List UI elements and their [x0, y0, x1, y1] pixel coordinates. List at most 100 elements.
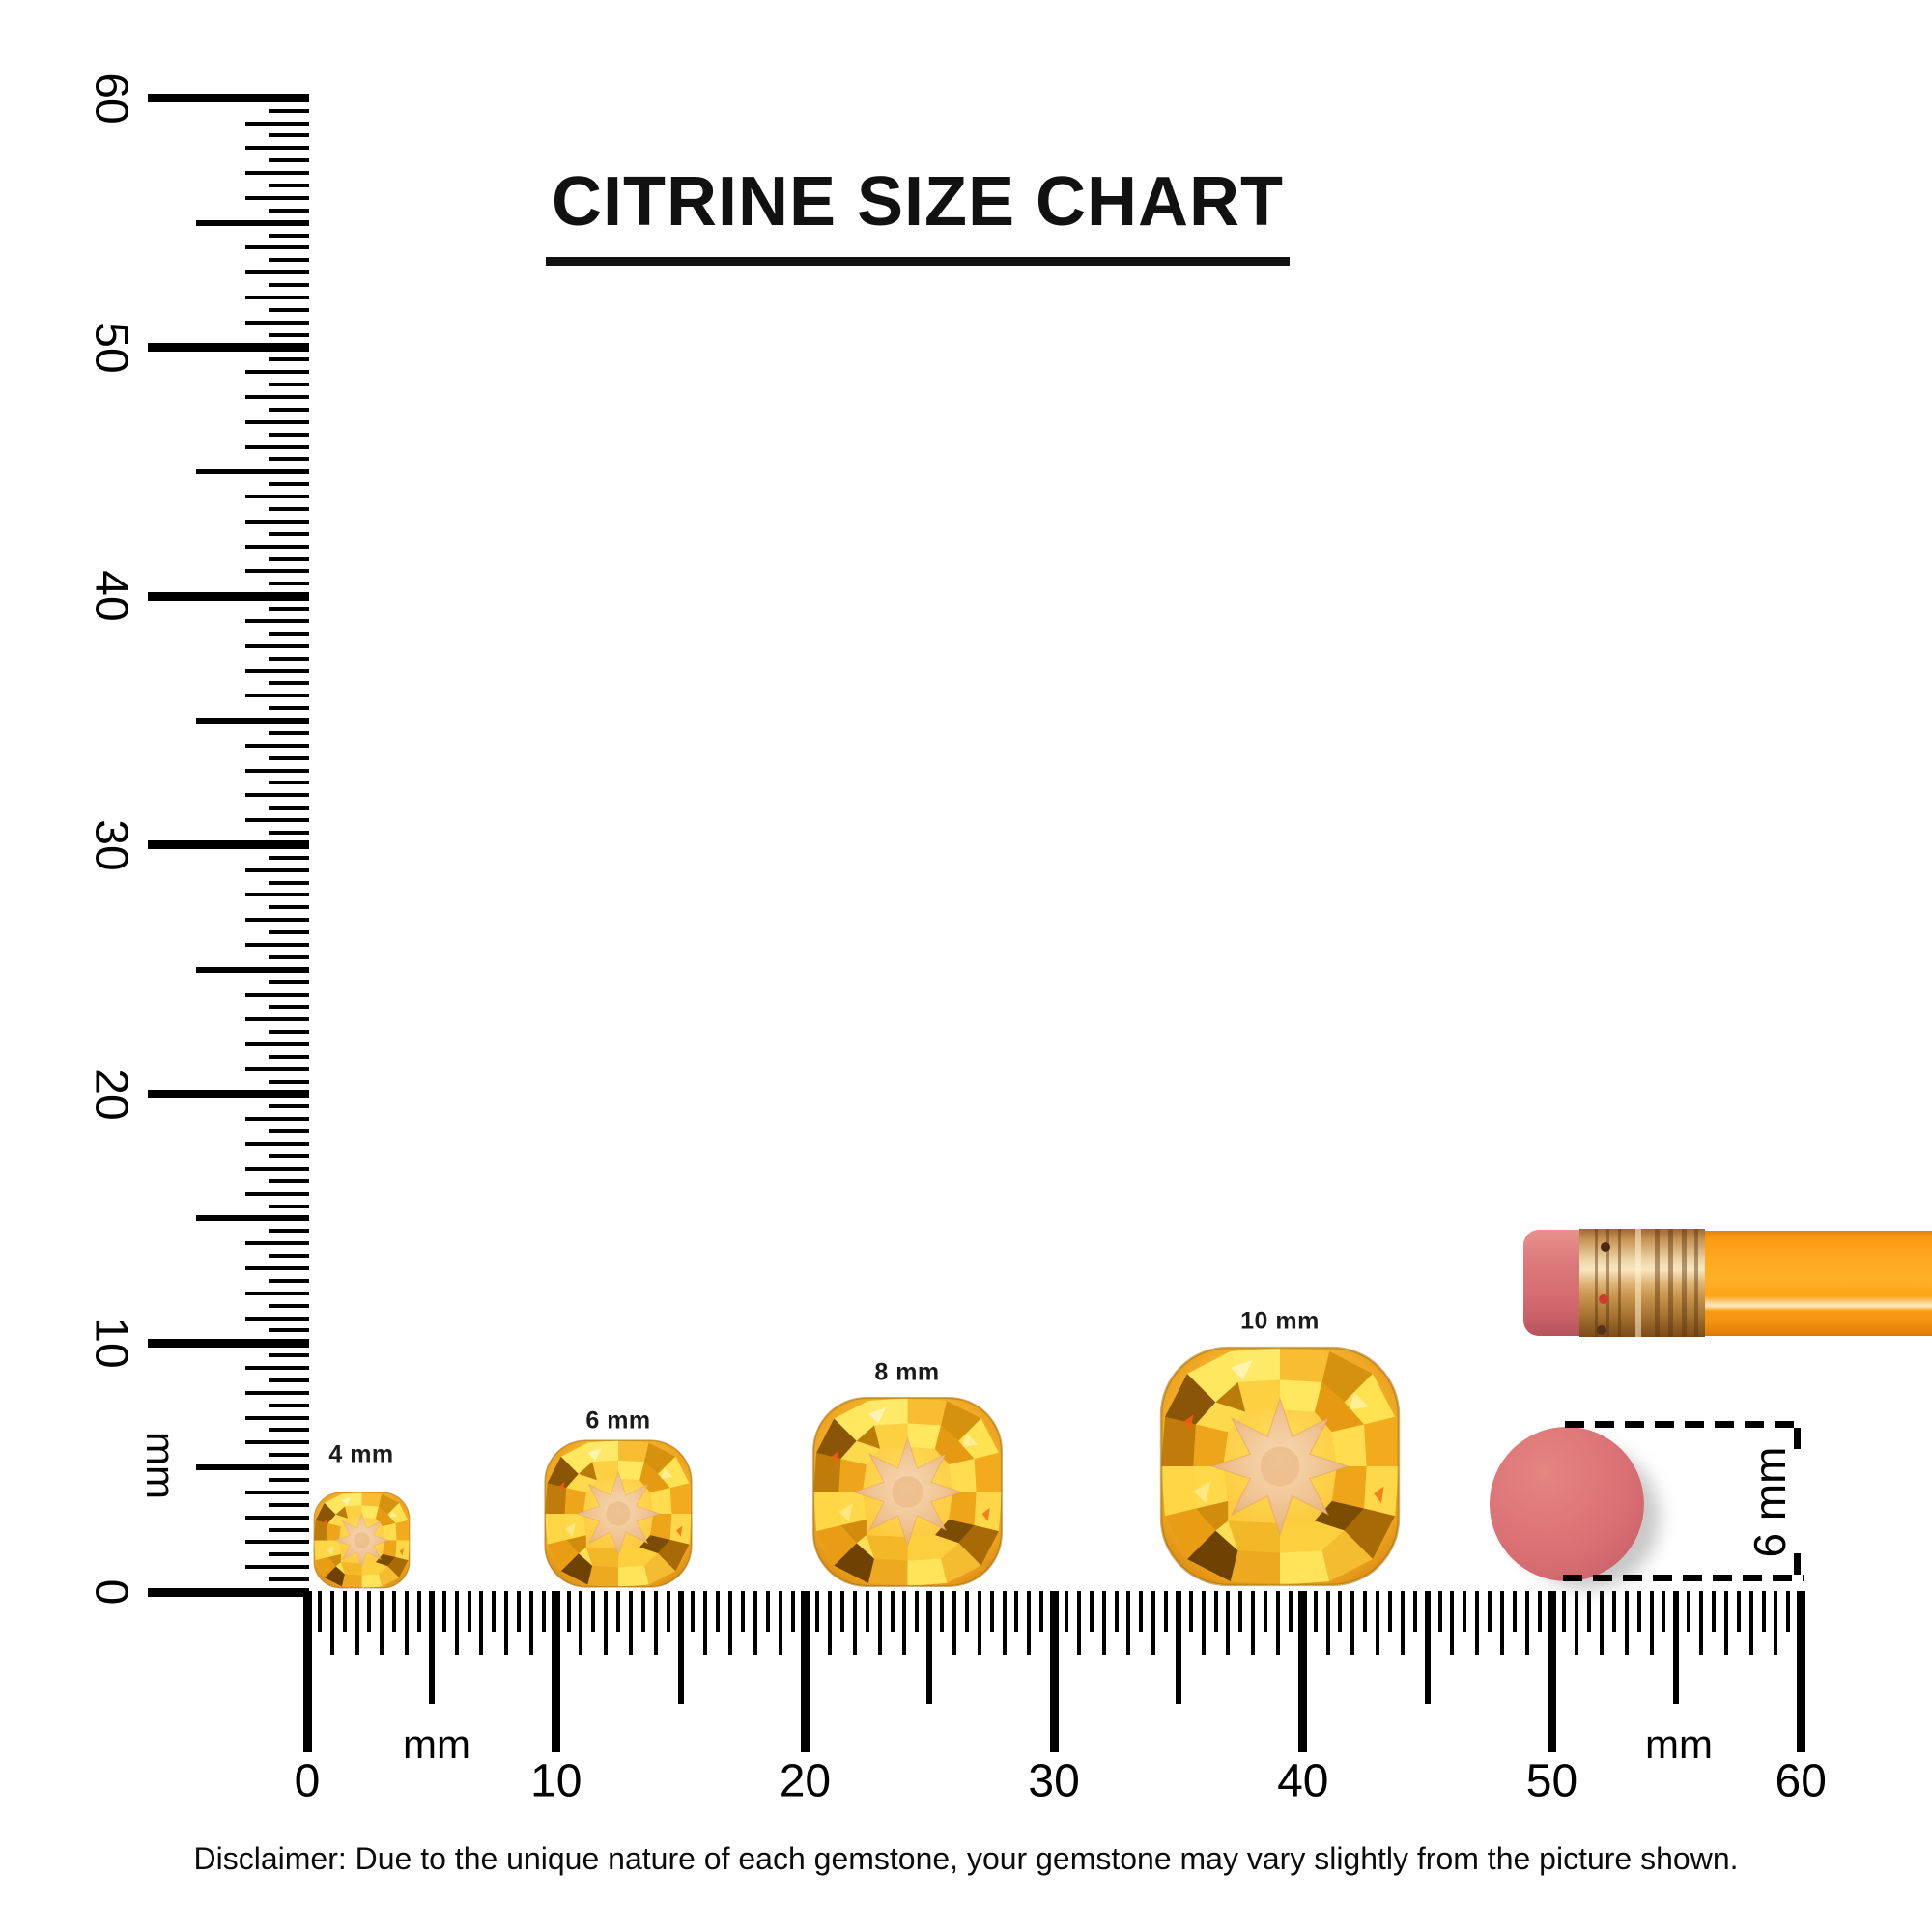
ferrule-groove — [1595, 1229, 1598, 1337]
horizontal-ruler-tick — [479, 1591, 484, 1655]
vertical-ruler-tick — [245, 146, 309, 151]
vertical-ruler-tick — [269, 954, 309, 959]
horizontal-ruler-tick — [790, 1591, 795, 1632]
vertical-ruler-tick — [269, 755, 309, 760]
horizontal-ruler-tick — [1611, 1591, 1616, 1632]
horizontal-ruler-tick — [541, 1591, 546, 1632]
horizontal-ruler-tick — [380, 1591, 384, 1655]
horizontal-ruler-tick — [579, 1591, 583, 1655]
horizontal-ruler-tick — [392, 1591, 397, 1632]
horizontal-ruler-tick — [1213, 1591, 1218, 1632]
vertical-ruler-tick — [269, 1378, 309, 1382]
horizontal-ruler-unit-label-right: mm — [1645, 1721, 1713, 1767]
vertical-ruler-tick — [269, 781, 309, 785]
horizontal-ruler-tick — [1376, 1591, 1380, 1655]
vertical-ruler-tick — [245, 1440, 309, 1445]
measure-dash-corner-top — [1794, 1428, 1801, 1449]
horizontal-ruler-tick — [604, 1591, 609, 1655]
horizontal-ruler-tick — [815, 1591, 820, 1632]
vertical-ruler-tick — [245, 1042, 309, 1047]
vertical-ruler-tick — [245, 1191, 309, 1196]
vertical-ruler-tick — [148, 343, 309, 352]
vertical-ruler-tick — [245, 295, 309, 299]
horizontal-ruler-tick — [1463, 1591, 1467, 1632]
horizontal-ruler-tick — [1537, 1591, 1542, 1632]
horizontal-ruler-tick — [716, 1591, 721, 1632]
horizontal-ruler-tick — [629, 1591, 633, 1655]
vertical-ruler-tick — [245, 618, 309, 623]
vertical-ruler-tick — [245, 519, 309, 524]
horizontal-ruler-number: 30 — [1028, 1755, 1080, 1807]
horizontal-ruler-tick — [1796, 1591, 1805, 1752]
horizontal-ruler-tick — [1687, 1591, 1691, 1632]
ferrule-crimp-dot — [1601, 1242, 1610, 1252]
horizontal-ruler-tick — [753, 1591, 757, 1655]
vertical-ruler-tick — [269, 208, 309, 213]
horizontal-ruler-tick — [441, 1591, 446, 1632]
citrine-gem-6mm — [544, 1439, 693, 1588]
vertical-ruler-tick — [245, 569, 309, 574]
vertical-ruler-tick — [148, 94, 309, 103]
horizontal-ruler-tick — [800, 1591, 810, 1752]
vertical-ruler-tick — [269, 1179, 309, 1183]
vertical-ruler-number: 60 — [85, 72, 137, 125]
vertical-ruler-number: 40 — [85, 570, 137, 622]
vertical-ruler-tick — [245, 1515, 309, 1520]
vertical-ruler-tick — [269, 457, 309, 462]
vertical-ruler-tick — [245, 171, 309, 176]
vertical-ruler-tick — [245, 918, 309, 923]
vertical-ruler-tick — [245, 743, 309, 748]
vertical-ruler-tick — [269, 1502, 309, 1507]
horizontal-ruler-tick — [416, 1591, 421, 1632]
vertical-ruler-tick — [269, 582, 309, 586]
horizontal-ruler-tick — [964, 1591, 969, 1632]
horizontal-ruler-tick — [940, 1591, 945, 1632]
vertical-ruler-tick — [245, 867, 309, 872]
vertical-ruler-tick — [269, 1353, 309, 1358]
vertical-ruler-tick — [245, 1166, 309, 1171]
vertical-ruler-tick — [269, 1428, 309, 1433]
horizontal-ruler-tick — [1524, 1591, 1529, 1655]
horizontal-ruler-tick — [890, 1591, 895, 1632]
horizontal-ruler-tick — [1673, 1591, 1680, 1704]
vertical-ruler-tick — [269, 681, 309, 686]
horizontal-ruler-tick — [852, 1591, 857, 1655]
vertical-ruler-tick — [148, 591, 309, 601]
vertical-ruler-tick — [245, 1415, 309, 1420]
vertical-ruler-tick — [269, 1478, 309, 1483]
vertical-ruler-tick — [269, 432, 309, 437]
horizontal-ruler-tick — [915, 1591, 920, 1632]
vertical-ruler-tick — [245, 1017, 309, 1022]
vertical-ruler-tick — [245, 668, 309, 673]
vertical-ruler-tick — [245, 1540, 309, 1545]
horizontal-ruler-number: 0 — [294, 1755, 321, 1807]
vertical-ruler-tick — [269, 607, 309, 611]
vertical-ruler-tick — [269, 482, 309, 487]
horizontal-ruler-tick — [1562, 1591, 1567, 1632]
horizontal-ruler-tick — [1712, 1591, 1716, 1632]
horizontal-ruler-tick — [1662, 1591, 1666, 1632]
horizontal-ruler-tick — [1723, 1591, 1728, 1655]
citrine-gem-10mm — [1159, 1346, 1401, 1587]
horizontal-ruler-tick — [1201, 1591, 1206, 1655]
ferrule-groove — [1655, 1229, 1660, 1337]
horizontal-ruler-tick — [517, 1591, 522, 1632]
vertical-ruler-tick — [269, 930, 309, 935]
horizontal-ruler-tick — [616, 1591, 621, 1632]
vertical-ruler-tick — [269, 1328, 309, 1333]
gem-size-label: 10 mm — [1240, 1307, 1320, 1335]
citrine-gem-8mm — [811, 1397, 1003, 1587]
horizontal-ruler-tick — [1298, 1591, 1308, 1752]
horizontal-ruler-tick — [677, 1591, 684, 1704]
vertical-ruler-number: 50 — [85, 321, 137, 374]
horizontal-ruler-tick — [454, 1591, 459, 1655]
horizontal-ruler-tick — [1587, 1591, 1592, 1632]
horizontal-ruler-tick — [1338, 1591, 1343, 1632]
vertical-ruler-tick — [269, 855, 309, 860]
measure-dash-corner-bottom — [1794, 1553, 1801, 1575]
pencil-ferrule — [1579, 1229, 1705, 1337]
vertical-ruler-tick — [269, 507, 309, 511]
vertical-ruler-tick — [269, 1403, 309, 1407]
horizontal-ruler-tick — [1049, 1591, 1059, 1752]
ferrule-crimp-dot — [1599, 1294, 1608, 1304]
